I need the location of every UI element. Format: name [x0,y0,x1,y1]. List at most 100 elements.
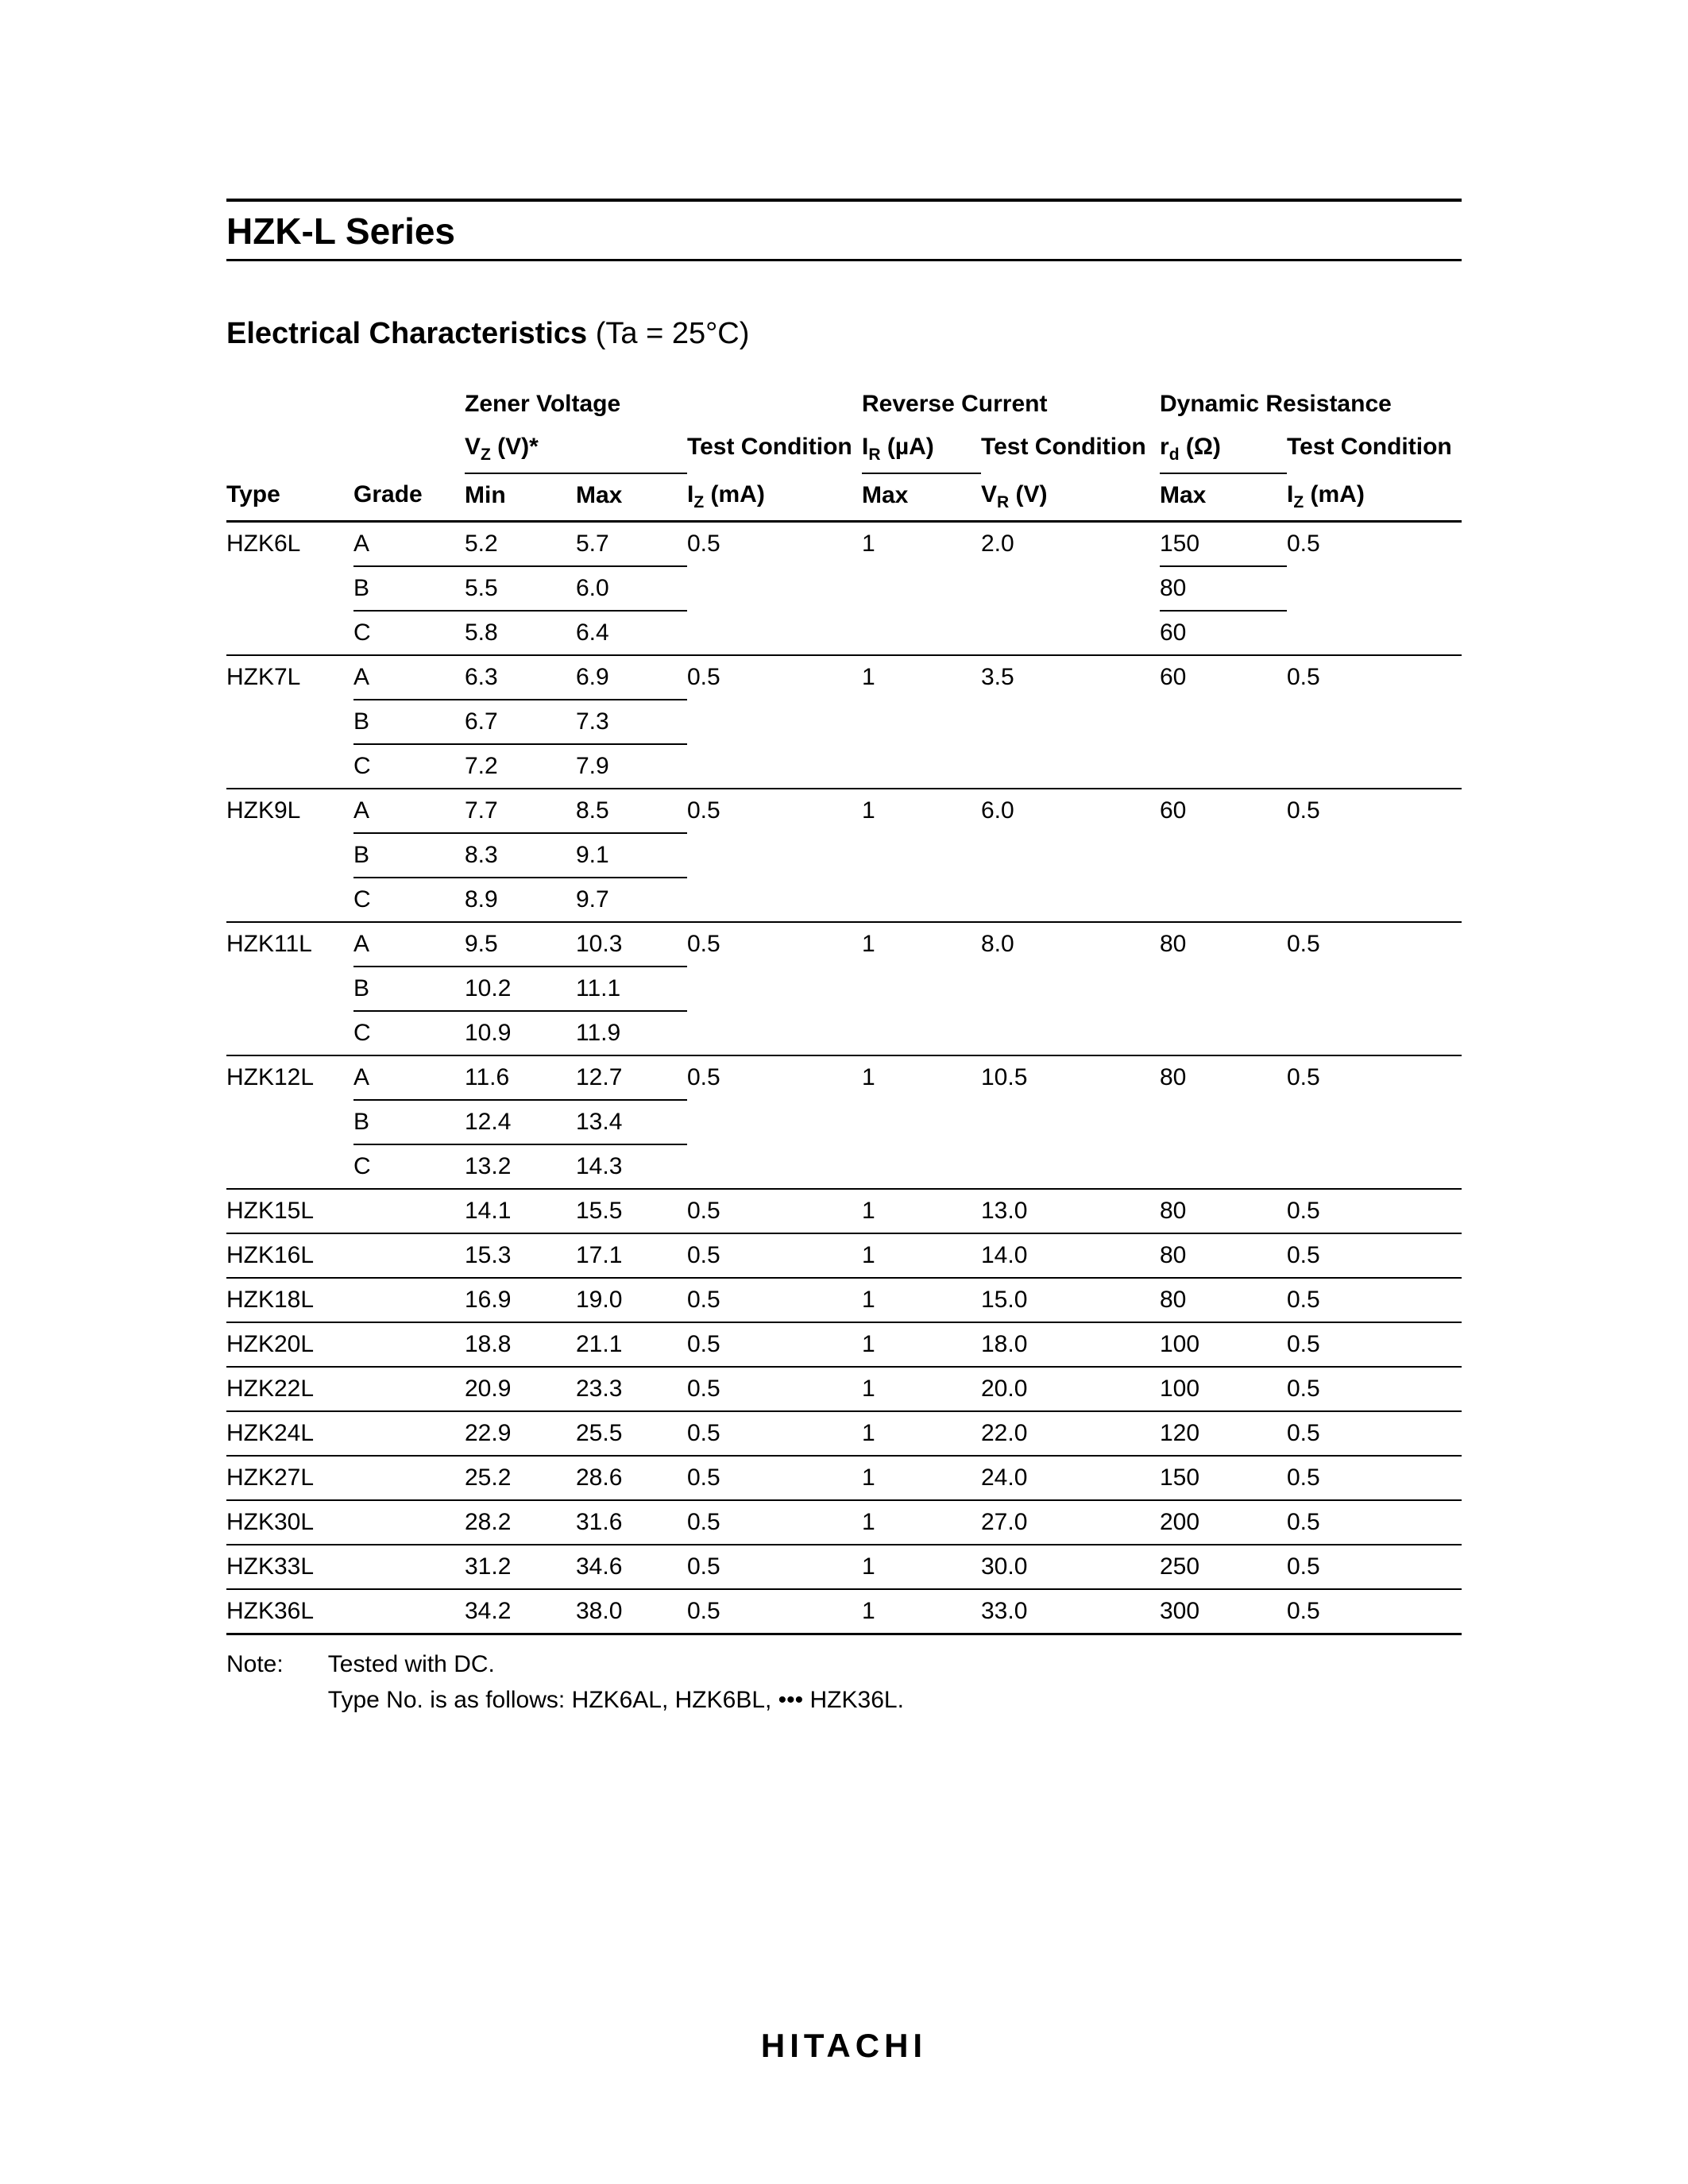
table-cell [687,1144,862,1189]
table-cell [226,967,353,1011]
table-cell: HZK33L [226,1545,353,1589]
table-cell: 0.5 [687,1411,862,1456]
table-cell: 0.5 [687,1189,862,1233]
table-cell [226,878,353,922]
table-row: B8.39.1 [226,833,1462,878]
table-row: HZK9LA7.78.50.516.0600.5 [226,789,1462,833]
table-cell: 11.6 [465,1055,576,1100]
table-cell: 6.3 [465,655,576,700]
table-cell: 0.5 [687,1322,862,1367]
table-cell: 14.3 [576,1144,687,1189]
table-cell: 11.1 [576,967,687,1011]
table-cell: 28.2 [465,1500,576,1545]
table-cell: 1 [862,1322,981,1367]
table-cell: 5.8 [465,611,576,655]
table-cell: 25.5 [576,1411,687,1456]
table-cell: 14.0 [981,1233,1160,1278]
table-cell: 5.5 [465,566,576,611]
table-cell: 1 [862,655,981,700]
table-cell: 0.5 [1287,655,1462,700]
table-cell [687,967,862,1011]
table-cell [1160,1011,1287,1055]
table-cell [687,566,862,611]
col-grade: Grade [353,473,465,522]
table-cell: 6.7 [465,700,576,744]
table-cell: HZK11L [226,922,353,967]
table-cell [862,566,981,611]
table-cell: 0.5 [687,922,862,967]
table-cell: 60 [1160,611,1287,655]
table-cell: C [353,878,465,922]
table-cell: 0.5 [1287,1233,1462,1278]
group-header-dynamic: Dynamic Resistance [1160,383,1462,426]
table-cell [981,744,1160,789]
table-cell: 9.1 [576,833,687,878]
table-cell: 250 [1160,1545,1287,1589]
table-cell: HZK20L [226,1322,353,1367]
table-cell: 1 [862,1055,981,1100]
note-line-1: Tested with DC. [328,1651,495,1677]
table-cell: 200 [1160,1500,1287,1545]
group-header-zener: Zener Voltage [465,383,862,426]
section-title: Electrical Characteristics (Ta = 25°C) [226,317,1462,351]
table-cell: 1 [862,1367,981,1411]
table-cell: 2.0 [981,522,1160,567]
table-cell [226,744,353,789]
table-cell: 80 [1160,566,1287,611]
section-condition: (Ta = 25°C) [596,317,750,350]
mid-vz: VZ (V)* [465,434,539,460]
table-cell: 10.9 [465,1011,576,1055]
table-cell: 1 [862,789,981,833]
table-cell: 28.6 [576,1456,687,1500]
table-cell: C [353,1144,465,1189]
table-cell: 0.5 [687,1367,862,1411]
table-cell: 24.0 [981,1456,1160,1500]
table-row: C10.911.9 [226,1011,1462,1055]
table-cell: 1 [862,922,981,967]
table-cell [1287,1144,1462,1189]
table-cell: 0.5 [1287,1367,1462,1411]
table-cell: HZK30L [226,1500,353,1545]
table-row: HZK12LA11.612.70.5110.5800.5 [226,1055,1462,1100]
table-cell: A [353,1055,465,1100]
table-cell: 8.5 [576,789,687,833]
table-cell [981,1100,1160,1144]
mid-tc2: Test Condition [981,434,1146,460]
table-cell [862,744,981,789]
table-cell: 1 [862,1411,981,1456]
table-cell: HZK27L [226,1456,353,1500]
table-cell: HZK12L [226,1055,353,1100]
table-cell [862,878,981,922]
group-header-row: Zener Voltage Reverse Current Dynamic Re… [226,383,1462,426]
table-cell [1160,700,1287,744]
table-cell [1287,744,1462,789]
table-cell: A [353,655,465,700]
table-row: HZK30L28.231.60.5127.02000.5 [226,1500,1462,1545]
table-cell [981,967,1160,1011]
table-cell: 0.5 [1287,922,1462,967]
table-cell: 0.5 [687,789,862,833]
table-cell [226,611,353,655]
table-cell: 9.5 [465,922,576,967]
table-cell [226,1011,353,1055]
table-cell: 80 [1160,1233,1287,1278]
table-row: HZK15L14.115.50.5113.0800.5 [226,1189,1462,1233]
table-cell [981,700,1160,744]
table-row: B6.77.3 [226,700,1462,744]
table-cell: 0.5 [687,1456,862,1500]
table-cell: 0.5 [1287,1456,1462,1500]
table-cell: C [353,1011,465,1055]
table-cell [353,1233,465,1278]
table-cell [687,700,862,744]
series-title: HZK-L Series [226,210,1462,253]
table-cell: 0.5 [1287,1500,1462,1545]
table-cell: 10.2 [465,967,576,1011]
table-row: HZK27L25.228.60.5124.01500.5 [226,1456,1462,1500]
table-cell: 80 [1160,1278,1287,1322]
table-cell: 1 [862,1189,981,1233]
table-cell: 18.0 [981,1322,1160,1367]
col-max: Max [576,473,687,522]
table-cell: 7.7 [465,789,576,833]
table-cell: 6.0 [981,789,1160,833]
table-cell: 0.5 [1287,1589,1462,1634]
